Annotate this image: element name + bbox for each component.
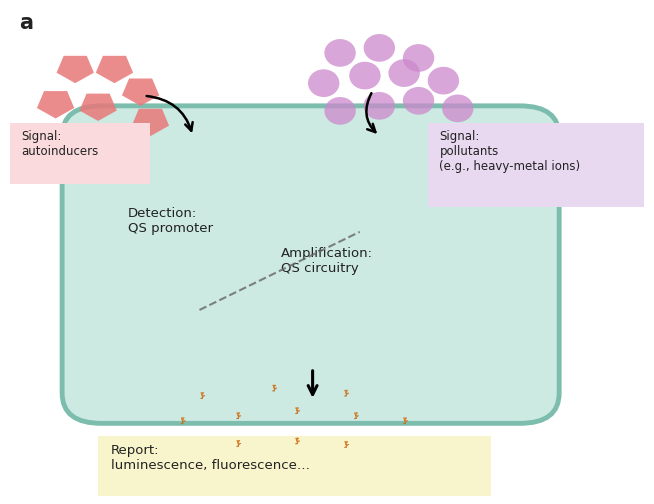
Text: a: a <box>20 13 33 33</box>
Ellipse shape <box>324 97 356 125</box>
Ellipse shape <box>349 62 381 90</box>
Text: Signal:
pollutants
(e.g., heavy-metal ions): Signal: pollutants (e.g., heavy-metal io… <box>439 130 581 173</box>
Ellipse shape <box>324 39 356 67</box>
Ellipse shape <box>308 69 339 97</box>
Polygon shape <box>181 418 186 424</box>
Ellipse shape <box>442 94 473 122</box>
Text: Detection:
QS promoter: Detection: QS promoter <box>128 207 213 235</box>
Ellipse shape <box>364 92 395 120</box>
FancyBboxPatch shape <box>428 123 644 207</box>
Ellipse shape <box>403 44 434 72</box>
Text: Amplification:
QS circuitry: Amplification: QS circuitry <box>281 247 373 275</box>
Ellipse shape <box>428 67 459 95</box>
Polygon shape <box>354 413 359 419</box>
Polygon shape <box>200 393 205 399</box>
Ellipse shape <box>364 34 395 62</box>
Ellipse shape <box>388 59 420 87</box>
Polygon shape <box>272 385 277 391</box>
Text: Signal:
autoinducers: Signal: autoinducers <box>21 130 98 158</box>
Ellipse shape <box>403 87 434 114</box>
Polygon shape <box>344 442 349 448</box>
FancyBboxPatch shape <box>62 106 559 423</box>
FancyBboxPatch shape <box>10 123 150 184</box>
Polygon shape <box>236 413 241 419</box>
Polygon shape <box>295 438 300 444</box>
Text: Report:
luminescence, fluorescence…: Report: luminescence, fluorescence… <box>111 444 310 472</box>
Polygon shape <box>344 390 349 396</box>
Polygon shape <box>295 408 300 414</box>
Polygon shape <box>236 440 241 447</box>
Polygon shape <box>403 418 408 424</box>
FancyBboxPatch shape <box>98 436 490 496</box>
